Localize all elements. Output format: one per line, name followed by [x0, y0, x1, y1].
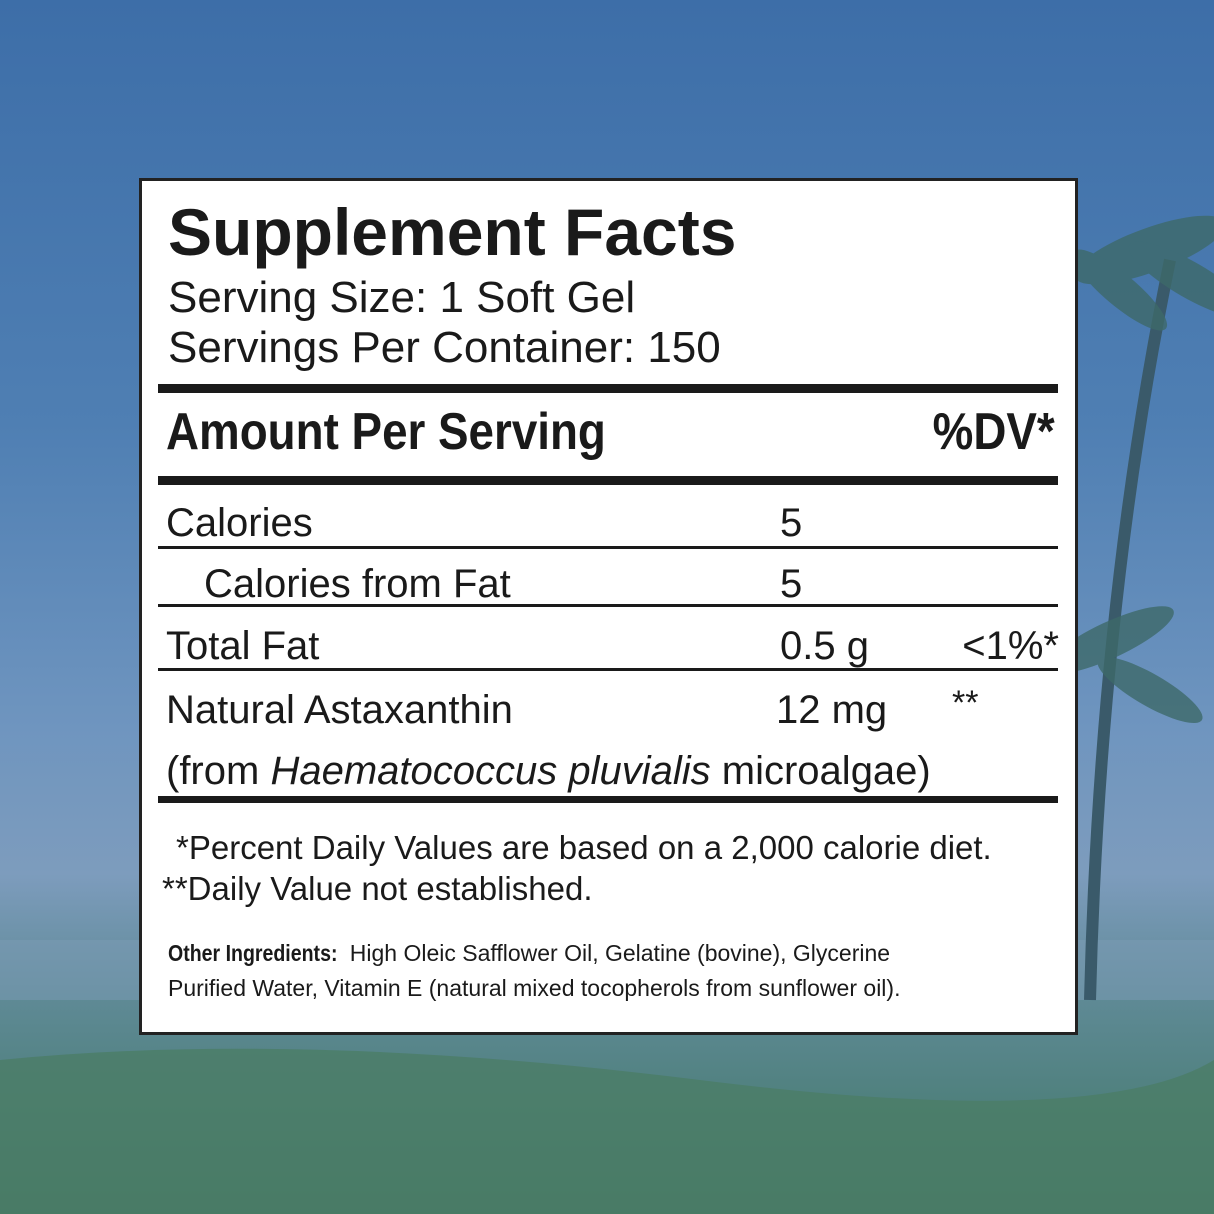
row-amount: 0.5 g [780, 624, 869, 668]
divider [158, 384, 1058, 393]
title: Supplement Facts [168, 195, 737, 269]
divider [158, 546, 1058, 549]
source-species: Haematococcus pluvialis [270, 749, 711, 793]
row-name: Natural Astaxanthin [166, 688, 513, 732]
dv-header: %DV* [932, 403, 1055, 461]
divider [158, 476, 1058, 485]
row-dv: <1%* [962, 624, 1059, 668]
serving-size: Serving Size: 1 Soft Gel [168, 273, 636, 322]
divider [158, 668, 1058, 671]
row-dv: ** [952, 684, 979, 722]
row-amount: 12 mg [776, 688, 888, 732]
row-amount: 5 [780, 562, 803, 606]
other-ingredients: Other Ingredients: High Oleic Safflower … [168, 942, 890, 965]
source-prefix: (from [166, 749, 260, 793]
source-suffix: microalgae) [721, 749, 931, 793]
supplement-facts-panel: Supplement Facts Serving Size: 1 Soft Ge… [139, 178, 1078, 1035]
other-ingredients-line: Purified Water, Vitamin E (natural mixed… [168, 975, 901, 1001]
row-name: Calories [166, 501, 313, 545]
other-ingredients-label: Other Ingredients: [168, 940, 338, 966]
footnote: **Daily Value not established. [162, 870, 593, 907]
other-ingredients-line: High Oleic Safflower Oil, Gelatine (bovi… [349, 940, 891, 966]
divider [158, 796, 1058, 803]
source-line: (from Haematococcus pluvialis microalgae… [166, 751, 931, 791]
row-amount: 5 [780, 501, 803, 545]
divider [158, 604, 1058, 607]
row-name: Calories from Fat [204, 562, 511, 606]
servings-per-container: Servings Per Container: 150 [168, 323, 721, 372]
footnote: *Percent Daily Values are based on a 2,0… [176, 829, 992, 866]
amount-header: Amount Per Serving [166, 403, 606, 461]
row-name: Total Fat [166, 624, 320, 668]
